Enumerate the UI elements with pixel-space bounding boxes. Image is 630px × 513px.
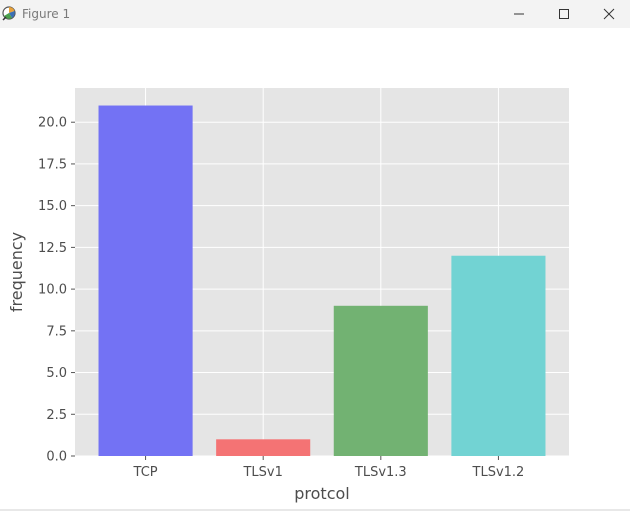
y-tick-label: 5.0 [46,366,67,381]
figure-canvas: 0.0 2.5 5.0 7.5 10.0 12.5 15.0 17.5 20.0 TCP TLSv1… [0,28,630,509]
y-tick-label: 0.0 [46,450,67,465]
bar-tlsv1-2 [451,255,546,456]
y-tick-label: 17.5 [38,157,67,172]
y-tick-label: 12.5 [38,241,67,256]
x-axis-label: protcol [294,484,349,503]
x-tick-label: TCP [133,465,158,480]
y-axis-label: frequency [7,232,26,312]
window-title: Figure 1 [22,7,71,21]
y-tick-label: 20.0 [38,116,67,131]
matplotlib-figure-icon [2,6,16,21]
bar-tlsv1 [216,439,311,456]
bar-tcp [98,105,193,457]
bar-chart: 0.0 2.5 5.0 7.5 10.0 12.5 15.0 17.5 20.0 TCP TLSv1… [7,88,569,503]
y-tick-label: 7.5 [46,324,67,339]
close-button[interactable] [586,0,630,28]
title-bar: Figure 1 [0,0,630,28]
maximize-icon [559,9,569,19]
x-tick-label: TLSv1 [242,465,282,480]
window-bottom-border [0,509,630,511]
y-tick-label: 10.0 [38,283,67,298]
x-tick-label: TLSv1.3 [354,465,407,480]
maximize-button[interactable] [541,0,587,28]
minimize-icon [514,13,524,15]
minimize-button[interactable] [496,0,542,28]
y-tick-label: 15.0 [38,199,67,214]
x-tick-label: TLSv1.2 [472,465,525,480]
bar-tlsv1-3 [333,305,428,456]
y-tick-label: 2.5 [46,408,67,423]
close-icon [603,8,615,20]
